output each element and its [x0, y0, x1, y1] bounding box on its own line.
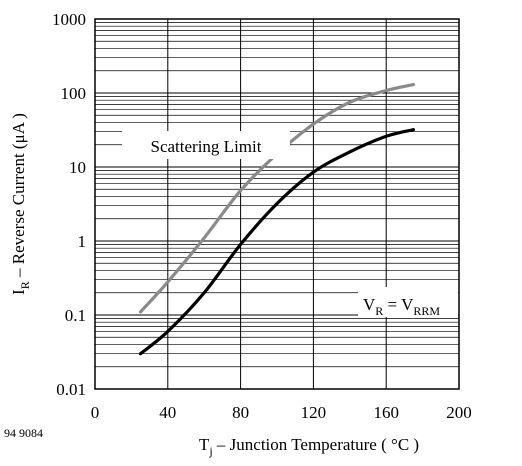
scattering-limit-curve: [138, 82, 416, 314]
annotation-vr-vrrm: VR = VRRM: [363, 295, 440, 318]
plot-frame: [94, 18, 460, 390]
x-axis-label: Tj – Junction Temperature ( °C ): [199, 435, 419, 458]
y-tick-label: 100: [61, 84, 87, 103]
y-axis-label: IR – Reverse Current (μA ): [9, 113, 32, 295]
figure-id: 94 9084: [4, 426, 43, 440]
y-tick-label: 1: [78, 232, 87, 251]
y-tick-label: 1000: [52, 10, 86, 29]
annotation-bg: [358, 287, 458, 317]
x-tick-label: 80: [232, 403, 249, 422]
annotation-scattering-limit: Scattering Limit: [151, 137, 262, 156]
y-tick-label: 10: [69, 158, 86, 177]
y-tick-label: 0.01: [56, 380, 86, 399]
y-tick-label: 0.1: [65, 306, 86, 325]
x-tick-label: 200: [446, 403, 472, 422]
annotation-bg: [122, 131, 290, 159]
x-tick-label: 120: [301, 403, 327, 422]
x-tick-label: 40: [159, 403, 176, 422]
x-tick-label: 0: [91, 403, 100, 422]
x-tick-label: 160: [373, 403, 399, 422]
reverse-current-curve: [138, 128, 416, 356]
